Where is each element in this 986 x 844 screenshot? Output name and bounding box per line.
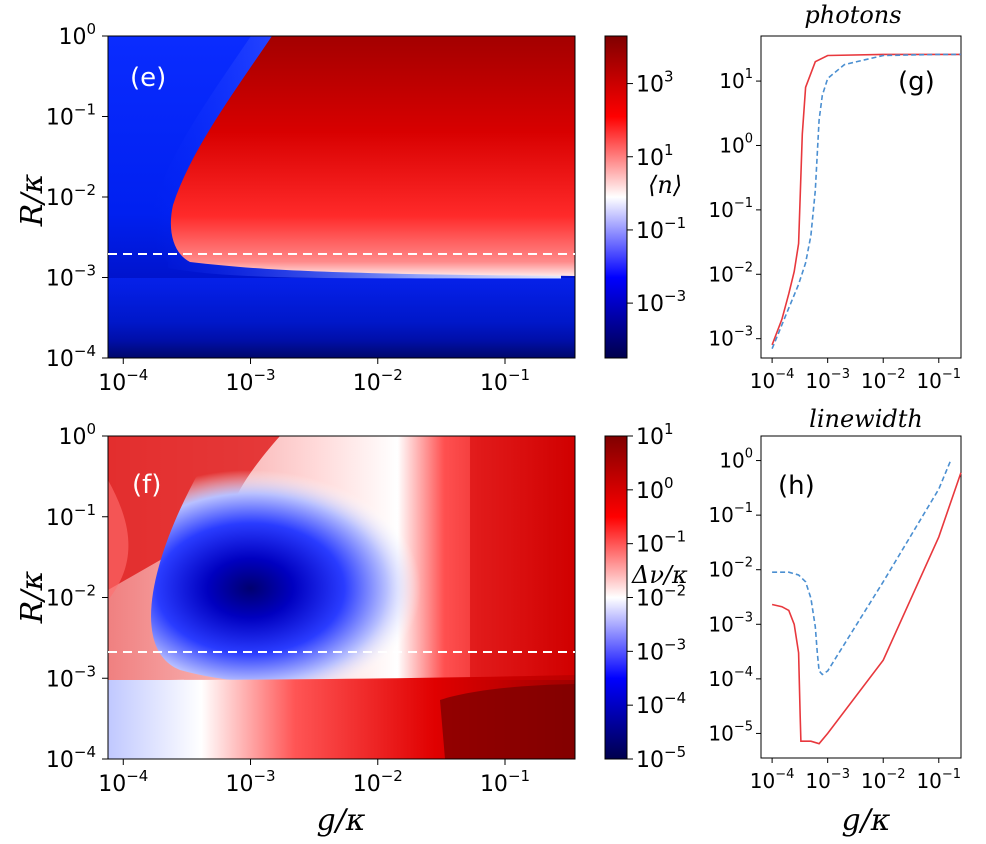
x-tick-label: 10−4 [98, 366, 148, 396]
colorbar-tick-label: 101 [636, 141, 674, 171]
h-frame [760, 435, 962, 759]
x-tick-label: 10−2 [353, 366, 403, 396]
x-tick-label: 10−3 [225, 366, 275, 396]
series-solid-line [771, 472, 962, 745]
f-ylabel: R/κ [15, 570, 50, 624]
colorbar-tick-label: 10−3 [636, 635, 686, 665]
y-tick-label: 10−2 [46, 582, 96, 612]
e-lasing-region [170, 36, 575, 276]
x-tick-label: 10−1 [916, 367, 961, 393]
panel-h-label: (h) [778, 471, 815, 501]
e-ylabel: R/κ [15, 173, 50, 227]
colorbar-f [604, 435, 628, 760]
y-tick-label: 100 [719, 131, 753, 157]
x-tick-label: 10−1 [916, 767, 961, 793]
g-frame [760, 35, 962, 359]
h-title: linewidth [809, 405, 923, 433]
colorbar-tick-label: 10−3 [636, 287, 686, 317]
e-below-threshold [108, 278, 575, 358]
f-xlabel: g/κ [317, 803, 366, 838]
y-tick-label: 10−1 [708, 501, 753, 527]
colorbar-tick-label: 10−5 [636, 743, 686, 773]
f-dark-corner [440, 684, 575, 759]
x-tick-label: 10−3 [225, 767, 275, 797]
panel-g-label: (g) [898, 67, 935, 97]
panel-e-label: (e) [130, 63, 166, 93]
y-tick-label: 10−3 [708, 610, 753, 636]
y-tick-label: 10−3 [46, 662, 96, 692]
h-xlabel: g/κ [842, 803, 891, 838]
y-tick-label: 101 [719, 67, 753, 93]
y-tick-label: 10−1 [708, 196, 753, 222]
y-tick-label: 100 [58, 420, 96, 450]
y-tick-label: 10−3 [708, 325, 753, 351]
y-tick-label: 10−1 [46, 101, 96, 131]
x-tick-label: 10−2 [861, 767, 906, 793]
x-tick-label: 10−4 [98, 767, 148, 797]
colorbar-e [604, 35, 628, 359]
x-tick-label: 10−4 [750, 767, 795, 793]
colorbar-tick-label: 10−1 [636, 528, 686, 558]
x-tick-label: 10−2 [861, 367, 906, 393]
colorbar-tick-label: 10−4 [636, 689, 686, 719]
x-tick-label: 10−3 [805, 367, 850, 393]
x-tick-label: 10−2 [353, 767, 403, 797]
series-dashed-line [772, 461, 951, 676]
x-tick-label: 10−3 [805, 767, 850, 793]
y-tick-label: 10−3 [46, 262, 96, 292]
y-tick-label: 100 [719, 447, 753, 473]
colorbar-tick-label: 101 [636, 420, 674, 450]
colorbar-e-label: ⟨n⟩ [648, 171, 682, 199]
y-tick-label: 10−1 [46, 501, 96, 531]
y-tick-label: 10−2 [708, 556, 753, 582]
series-solid-line [771, 53, 961, 346]
colorbar-f-label: Δν/κ [631, 561, 688, 589]
panel-f-label: (f) [132, 470, 161, 500]
y-tick-label: 10−2 [46, 181, 96, 211]
f-min-linewidth-region [151, 470, 462, 685]
y-tick-label: 100 [58, 20, 96, 50]
f-right-red [470, 436, 575, 680]
series-dashed-line [771, 53, 961, 350]
g-plot: 10−4 10−3 10−2 10−1 10−3 10−2 10−1 100 101 [708, 53, 961, 393]
y-tick-label: 10−5 [708, 719, 753, 745]
panel-e-heatmap [108, 36, 575, 358]
colorbar-tick-label: 100 [636, 474, 674, 504]
h-plot: 10−4 10−3 10−2 10−1 10−5 10−4 10−3 10−2 10−1 100 [708, 447, 962, 793]
y-tick-label: 10−4 [46, 342, 96, 372]
x-tick-label: 10−1 [480, 767, 530, 797]
y-tick-label: 10−2 [708, 260, 753, 286]
f-left-band [108, 480, 129, 600]
colorbar-tick-label: 10−1 [636, 214, 686, 244]
x-tick-label: 10−1 [480, 366, 530, 396]
x-tick-label: 10−4 [750, 367, 795, 393]
colorbar-tick-label: 103 [636, 68, 674, 98]
y-tick-label: 10−4 [46, 743, 96, 773]
y-tick-label: 10−4 [708, 665, 753, 691]
panel-f-heatmap [108, 436, 575, 759]
g-title: photons [804, 1, 901, 29]
